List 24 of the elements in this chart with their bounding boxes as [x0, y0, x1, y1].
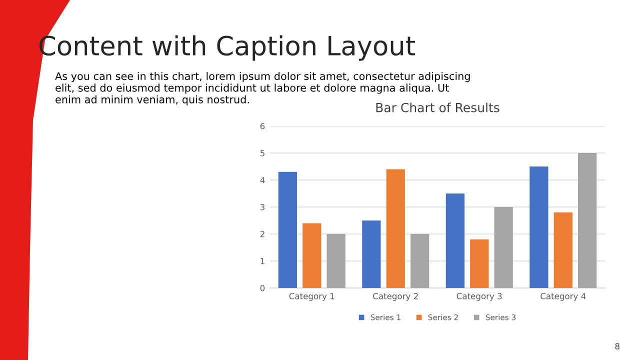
- y-tick-label: 2: [260, 230, 264, 238]
- bar: [578, 153, 597, 288]
- y-tick-label: 6: [260, 122, 265, 130]
- y-tick-label: 5: [260, 150, 264, 156]
- bar: [530, 166, 548, 288]
- bar: [446, 194, 464, 288]
- bar: [494, 207, 513, 288]
- bar: [410, 234, 430, 288]
- y-tick-label: 0: [260, 284, 265, 292]
- bar: [278, 172, 297, 288]
- y-tick-label: 3: [260, 204, 264, 210]
- bar: [554, 212, 572, 288]
- x-tick-label: Category 1: [289, 293, 334, 301]
- bar: [386, 169, 405, 288]
- bar: [362, 220, 381, 288]
- bar: [470, 239, 489, 288]
- text: 8: [615, 343, 620, 350]
- bar: [326, 234, 346, 288]
- y-tick-label: 4: [260, 177, 265, 184]
- y-tick-label: 1: [260, 258, 264, 264]
- x-tick-label: Category 3: [456, 293, 502, 301]
- bar: [302, 223, 322, 288]
- x-tick-label: Category 4: [540, 293, 586, 301]
- x-tick-label: Category 2: [373, 293, 418, 301]
